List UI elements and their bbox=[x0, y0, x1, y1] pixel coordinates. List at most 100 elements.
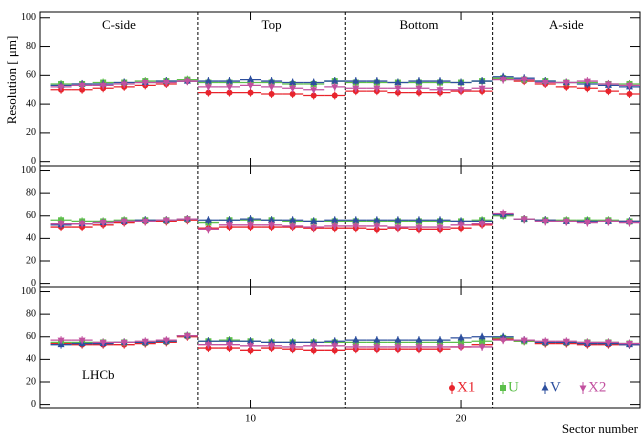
y-tick-label: 100 bbox=[21, 286, 36, 297]
marker bbox=[457, 78, 465, 86]
marker bbox=[352, 85, 360, 93]
marker bbox=[520, 216, 528, 224]
marker bbox=[478, 344, 486, 351]
marker bbox=[457, 222, 465, 229]
marker bbox=[562, 80, 570, 87]
marker bbox=[458, 339, 465, 346]
marker bbox=[352, 223, 360, 230]
marker bbox=[204, 342, 212, 349]
marker bbox=[457, 344, 465, 351]
marker bbox=[457, 333, 465, 341]
marker bbox=[373, 216, 381, 223]
marker bbox=[57, 221, 65, 228]
marker bbox=[289, 91, 296, 98]
marker bbox=[225, 222, 233, 229]
marker bbox=[415, 224, 423, 232]
marker bbox=[541, 218, 549, 226]
marker bbox=[415, 89, 422, 96]
marker bbox=[373, 344, 381, 351]
marker bbox=[289, 338, 297, 345]
y-tick-label: 100 bbox=[21, 12, 36, 23]
marker bbox=[520, 337, 528, 345]
marker bbox=[499, 332, 507, 340]
marker bbox=[247, 215, 255, 222]
marker bbox=[310, 87, 318, 94]
marker bbox=[120, 339, 128, 347]
marker bbox=[499, 337, 507, 345]
y-tick-label: 20 bbox=[26, 127, 36, 138]
marker bbox=[225, 216, 233, 223]
marker bbox=[394, 85, 402, 93]
marker bbox=[373, 85, 381, 93]
marker bbox=[478, 221, 486, 228]
marker bbox=[247, 343, 255, 350]
marker bbox=[204, 337, 212, 344]
marker bbox=[331, 223, 339, 230]
marker bbox=[225, 77, 233, 84]
marker bbox=[268, 91, 275, 98]
marker bbox=[141, 218, 149, 226]
y-tick-label: 0 bbox=[31, 156, 36, 167]
marker bbox=[205, 89, 212, 96]
legend-label: X2 bbox=[588, 379, 606, 395]
marker bbox=[415, 336, 423, 343]
marker bbox=[583, 220, 591, 227]
marker bbox=[625, 220, 633, 227]
marker bbox=[183, 333, 191, 340]
marker bbox=[436, 216, 444, 223]
marker bbox=[394, 216, 402, 223]
marker bbox=[204, 216, 212, 223]
marker bbox=[79, 86, 86, 93]
marker bbox=[394, 336, 402, 343]
marker bbox=[625, 341, 633, 348]
marker bbox=[415, 77, 423, 84]
y-tick-label: 0 bbox=[31, 278, 36, 289]
marker bbox=[78, 221, 86, 228]
marker bbox=[247, 82, 255, 90]
marker bbox=[394, 78, 402, 86]
marker bbox=[289, 223, 297, 230]
marker bbox=[562, 338, 570, 346]
marker bbox=[247, 75, 255, 83]
marker bbox=[99, 82, 107, 90]
region-label: Bottom bbox=[399, 17, 438, 32]
marker bbox=[225, 342, 233, 349]
y-tick-label: 80 bbox=[26, 41, 36, 52]
marker bbox=[625, 82, 633, 90]
marker bbox=[99, 339, 107, 347]
marker bbox=[310, 92, 317, 99]
marker bbox=[352, 77, 360, 84]
marker bbox=[310, 78, 318, 86]
marker bbox=[331, 337, 339, 344]
region-label: A-side bbox=[549, 17, 584, 32]
marker bbox=[268, 216, 276, 223]
marker bbox=[247, 337, 255, 344]
marker bbox=[541, 80, 549, 87]
marker bbox=[204, 226, 212, 234]
marker bbox=[499, 77, 507, 84]
marker bbox=[141, 338, 149, 346]
marker bbox=[457, 87, 465, 94]
marker bbox=[225, 337, 233, 344]
marker bbox=[331, 92, 338, 99]
marker bbox=[268, 84, 276, 91]
y-tick-label: 20 bbox=[26, 255, 36, 266]
x-axis-label: Sector number bbox=[562, 421, 639, 436]
y-tick-label: 40 bbox=[26, 354, 36, 365]
marker bbox=[331, 347, 338, 354]
marker bbox=[331, 77, 339, 84]
y-tick-label: 20 bbox=[26, 376, 36, 387]
marker bbox=[605, 88, 612, 95]
y-tick-label: 100 bbox=[21, 165, 36, 176]
x-tick-label: 20 bbox=[456, 413, 468, 425]
marker bbox=[183, 216, 191, 224]
marker bbox=[583, 78, 591, 86]
marker bbox=[78, 82, 86, 90]
marker bbox=[352, 344, 360, 351]
marker bbox=[478, 332, 486, 340]
marker bbox=[626, 91, 633, 98]
y-tick-label: 40 bbox=[26, 98, 36, 109]
marker bbox=[310, 347, 317, 354]
